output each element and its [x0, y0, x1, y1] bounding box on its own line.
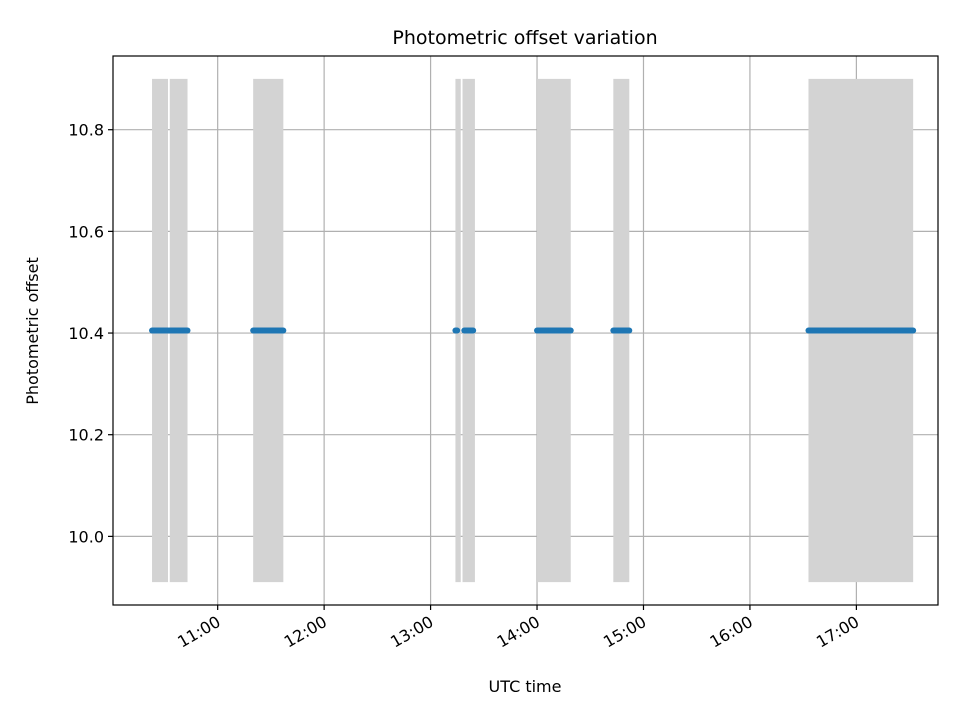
data-point: [280, 327, 287, 334]
y-tick-label: 10.2: [68, 426, 104, 445]
data-point: [184, 327, 191, 334]
data-point: [626, 327, 633, 334]
y-axis-title: Photometric offset: [23, 257, 42, 405]
data-point: [567, 327, 574, 334]
y-tick-label: 10.4: [68, 324, 104, 343]
data-point: [910, 327, 917, 334]
data-points: [149, 327, 917, 334]
chart-title: Photometric offset variation: [392, 27, 657, 49]
x-axis-title: UTC time: [489, 677, 562, 696]
y-tick-label: 10.0: [68, 527, 104, 546]
data-point: [454, 327, 461, 334]
y-tick-label: 10.8: [68, 121, 104, 140]
plot-frame: [112, 55, 939, 606]
y-tick-label: 10.6: [68, 222, 104, 241]
data-point: [470, 327, 477, 334]
